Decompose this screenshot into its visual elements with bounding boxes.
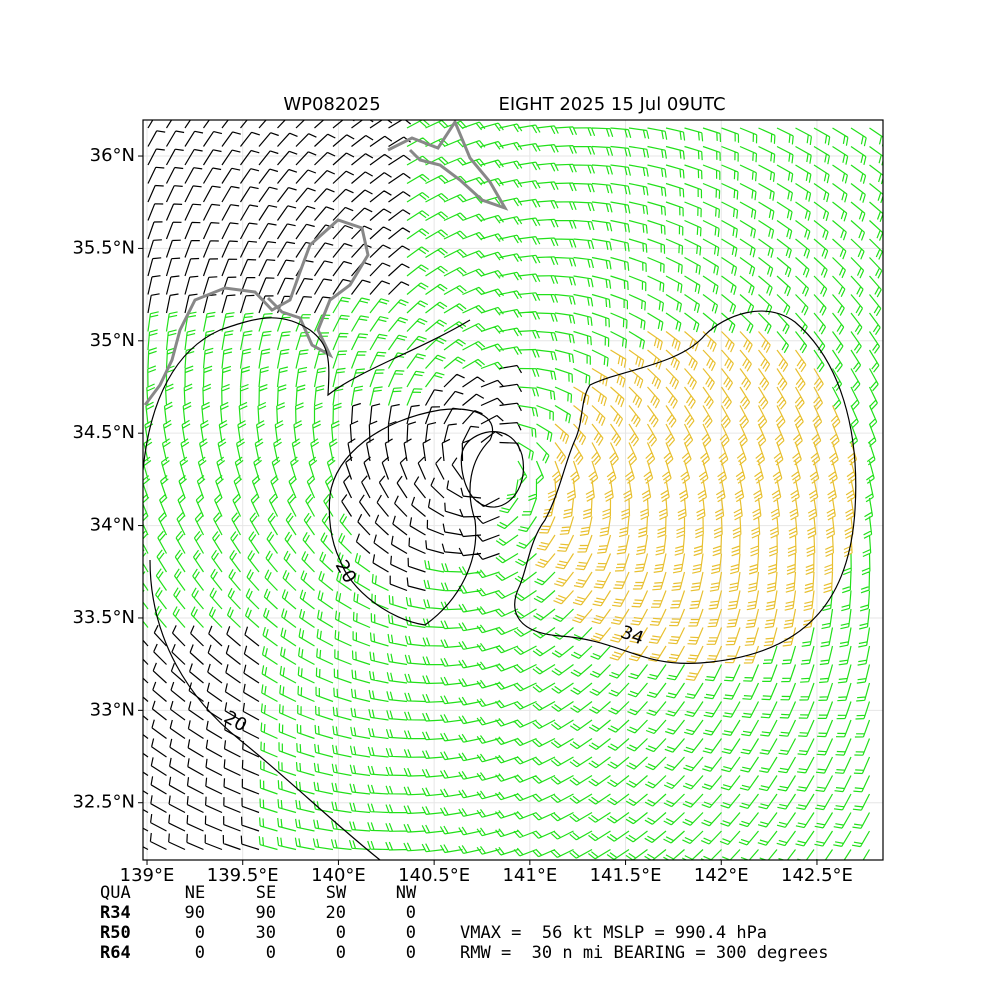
y-tick-label: 36°N xyxy=(90,145,135,166)
stats-line: RMW = 30 n mi BEARING = 300 degrees xyxy=(460,943,828,963)
table-header: NW xyxy=(396,883,417,903)
table-cell: 0 xyxy=(406,923,416,943)
contour-34 xyxy=(514,310,857,664)
table-cell: 0 xyxy=(406,903,416,923)
contour-20-outer xyxy=(143,317,471,860)
table-cell: 30 xyxy=(256,923,276,943)
table-cell: 90 xyxy=(185,903,205,923)
x-tick-label: 139°E xyxy=(120,865,175,886)
table-row-label: R34 xyxy=(100,903,131,923)
x-tick-label: 141.5°E xyxy=(590,865,662,886)
table-cell: 0 xyxy=(336,923,346,943)
table-row-label: R64 xyxy=(100,943,131,963)
x-tick-label: 140.5°E xyxy=(398,865,470,886)
table-cell: 90 xyxy=(256,903,276,923)
title-left: WP082025 xyxy=(283,94,380,115)
wind-barbs xyxy=(143,120,883,860)
table-header: SE xyxy=(256,883,276,903)
y-tick-label: 32.5°N xyxy=(72,792,135,813)
x-tick-label: 142.5°E xyxy=(781,865,853,886)
table-cell: 0 xyxy=(195,943,205,963)
table-header: NE xyxy=(185,883,205,903)
table-cell: 0 xyxy=(195,923,205,943)
y-tick-label: 33.5°N xyxy=(72,607,135,628)
table-row-label: R50 xyxy=(100,923,131,943)
x-tick-label: 139.5°E xyxy=(207,865,279,886)
stats-line: VMAX = 56 kt MSLP = 990.4 hPa xyxy=(460,923,767,943)
y-tick-label: 35°N xyxy=(90,330,135,351)
table-cell: 20 xyxy=(326,903,346,923)
coastline xyxy=(143,120,509,406)
plot-frame xyxy=(142,119,884,861)
overlays xyxy=(143,120,857,860)
y-tick-label: 34°N xyxy=(90,515,135,536)
title-right: EIGHT 2025 15 Jul 09UTC xyxy=(498,94,725,115)
x-tick-label: 140°E xyxy=(311,865,366,886)
barbs-green xyxy=(143,120,883,860)
y-tick-label: 35.5°N xyxy=(72,237,135,258)
table-header: QUA xyxy=(100,883,131,903)
x-tick-label: 141°E xyxy=(502,865,557,886)
y-tick-label: 34.5°N xyxy=(72,422,135,443)
contour-20-inner xyxy=(328,408,494,626)
table-cell: 0 xyxy=(336,943,346,963)
contour-center xyxy=(460,431,524,508)
table-cell: 0 xyxy=(266,943,276,963)
table-header: SW xyxy=(326,883,347,903)
x-tick-label: 142°E xyxy=(694,865,749,886)
barbs-orange xyxy=(535,331,858,681)
grid xyxy=(143,120,883,860)
ticks: 139°E 139.5°E 140°E 140.5°E 141°E 141.5°E 142°… xyxy=(72,145,852,886)
table-cell: 0 xyxy=(406,943,416,963)
y-tick-label: 33°N xyxy=(90,699,135,720)
